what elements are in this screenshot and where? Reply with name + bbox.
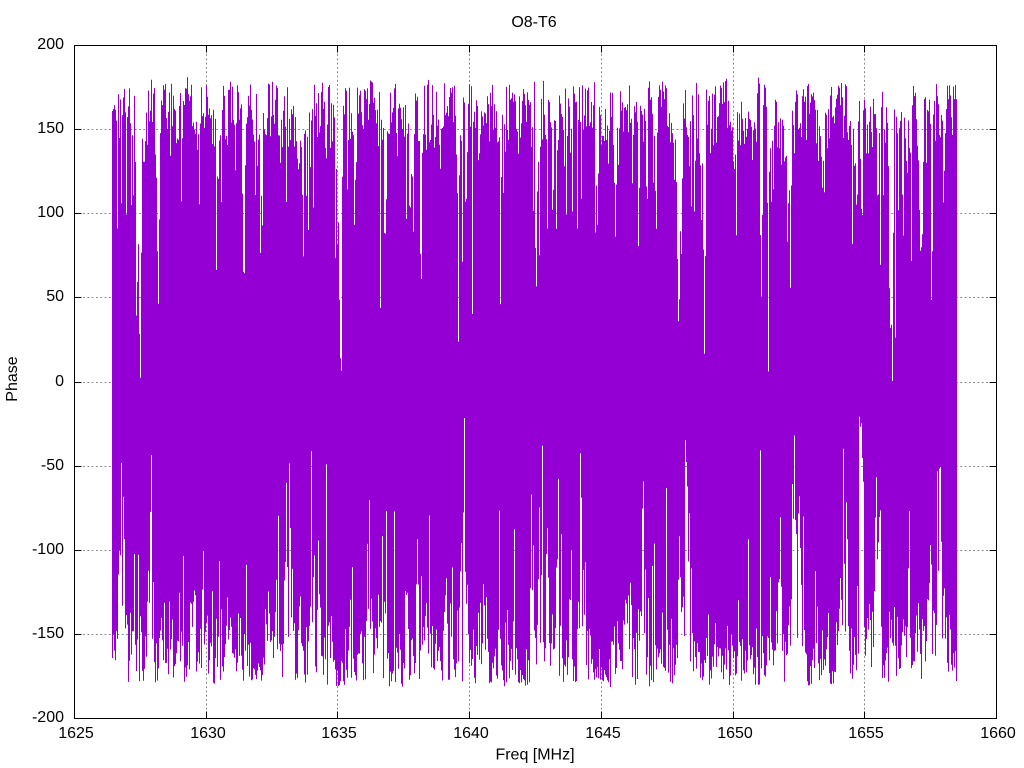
svg-text:1630: 1630 — [190, 725, 226, 742]
svg-text:0: 0 — [55, 373, 64, 390]
svg-text:200: 200 — [37, 36, 64, 53]
svg-text:Phase: Phase — [4, 356, 21, 401]
svg-text:100: 100 — [37, 204, 64, 221]
svg-text:1640: 1640 — [453, 725, 489, 742]
svg-text:1655: 1655 — [848, 725, 884, 742]
svg-text:-50: -50 — [41, 457, 64, 474]
svg-text:-100: -100 — [32, 541, 64, 558]
svg-text:1660: 1660 — [980, 725, 1016, 742]
svg-text:1635: 1635 — [321, 725, 357, 742]
svg-text:O8-T6: O8-T6 — [511, 14, 556, 31]
svg-text:1650: 1650 — [717, 725, 753, 742]
svg-text:1625: 1625 — [58, 725, 94, 742]
svg-text:-150: -150 — [32, 625, 64, 642]
svg-text:1645: 1645 — [585, 725, 621, 742]
svg-text:50: 50 — [46, 288, 64, 305]
svg-text:Freq [MHz]: Freq [MHz] — [495, 747, 574, 764]
svg-text:-200: -200 — [32, 709, 64, 726]
svg-text:150: 150 — [37, 120, 64, 137]
